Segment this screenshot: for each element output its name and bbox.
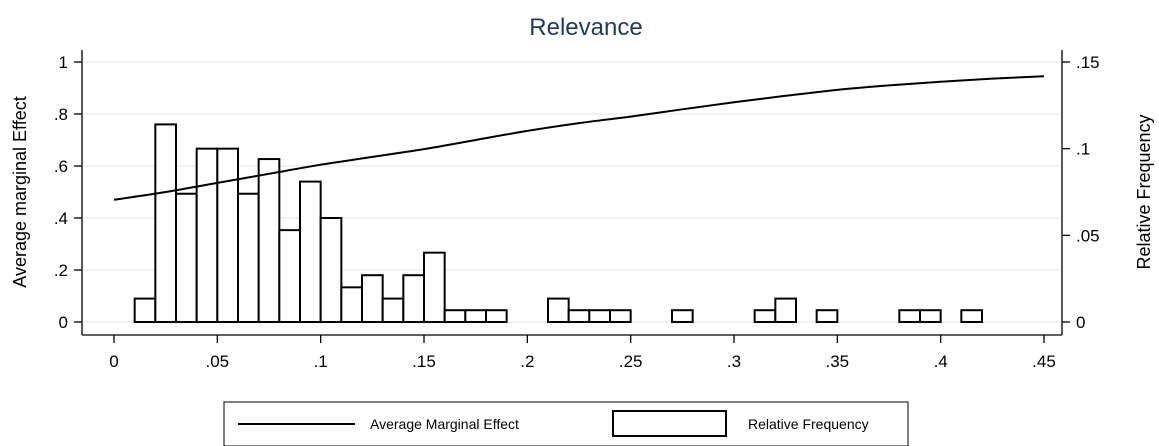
frequency-bar (154, 123, 177, 324)
x-tick-label: .45 (1032, 352, 1056, 371)
x-tick-label: .4 (934, 352, 948, 371)
frequency-bar (671, 309, 694, 324)
legend-bar-swatch (612, 410, 727, 437)
x-tick-label: .15 (412, 352, 436, 371)
x-tick-label: .3 (727, 352, 741, 371)
y-left-ticks: 0 .2 .4 .6 .8 1 (54, 53, 82, 332)
frequency-bar (133, 297, 157, 324)
frequency-bar (547, 297, 570, 324)
frequency-bar (299, 180, 322, 323)
frequency-bar (898, 309, 921, 324)
y-left-tick-label: .2 (54, 261, 68, 280)
chart-title: Relevance (529, 14, 642, 41)
frequency-bar (381, 297, 405, 324)
frequency-bar (237, 192, 260, 323)
frequency-bar (216, 147, 239, 323)
x-tick-label: .25 (619, 352, 643, 371)
frequency-bar (567, 309, 591, 324)
legend-label-bars: Relative Frequency (748, 416, 869, 432)
frequency-bars (133, 123, 983, 324)
frequency-bar (257, 158, 281, 323)
y-axis-right-label: Relative Frequency (1134, 114, 1154, 269)
frequency-bar (588, 309, 611, 324)
frequency-bar (423, 251, 446, 324)
x-ticks: 0 .05 .1 .15 .2 .25 .3 .35 .4 .45 (109, 335, 1056, 371)
y-axis-left-label: Average marginal Effect (10, 96, 30, 287)
y-left-tick-label: .6 (54, 157, 68, 176)
x-tick-label: .35 (826, 352, 850, 371)
frequency-bar (361, 274, 384, 324)
frequency-bar (175, 192, 198, 323)
frequency-bar (464, 309, 488, 324)
frequency-bar (340, 286, 364, 324)
y-left-tick-label: .8 (54, 105, 68, 124)
y-right-ticks: 0 .05 .1 .15 (1062, 53, 1100, 332)
frequency-bar (753, 309, 777, 324)
y-left-tick-label: .4 (54, 209, 68, 228)
frequency-bar (402, 274, 426, 324)
marginal-effect-line (113, 75, 1045, 201)
frequency-bar (485, 309, 508, 324)
y-left-tick-label: 1 (59, 53, 68, 72)
y-right-tick-label: .05 (1076, 226, 1100, 245)
legend-label-line: Average Marginal Effect (370, 416, 519, 432)
frequency-bar (609, 309, 632, 324)
x-tick-label: .1 (314, 352, 328, 371)
y-left-tick-label: 0 (59, 313, 68, 332)
x-tick-label: .2 (520, 352, 534, 371)
frequency-bar (278, 229, 302, 323)
frequency-bar (195, 147, 219, 323)
x-tick-label: .05 (206, 352, 230, 371)
frequency-bar (815, 309, 839, 324)
frequency-bar (919, 309, 942, 324)
y-right-tick-label: 0 (1076, 313, 1085, 332)
y-right-tick-label: .1 (1076, 140, 1090, 159)
x-tick-label: 0 (109, 352, 118, 371)
y-right-tick-label: .15 (1076, 53, 1100, 72)
frequency-bar (443, 309, 467, 324)
frequency-bar (774, 297, 797, 324)
frequency-bar (319, 217, 343, 323)
frequency-bar (960, 309, 983, 324)
